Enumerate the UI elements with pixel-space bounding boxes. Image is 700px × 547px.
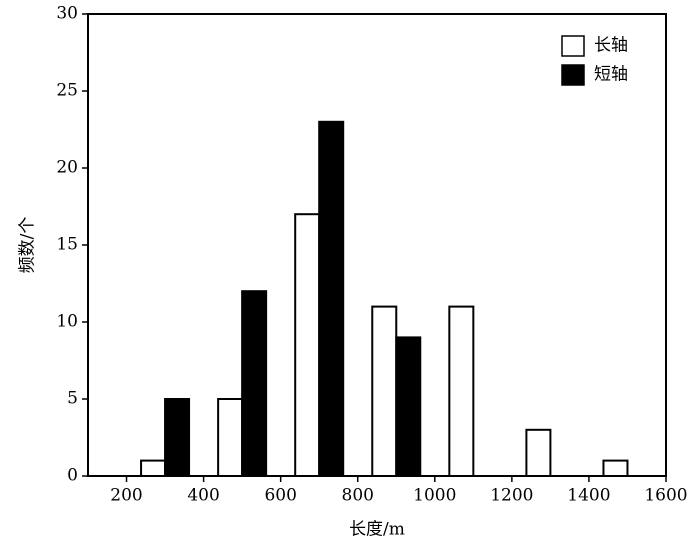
legend-swatch bbox=[561, 64, 585, 86]
legend-swatch bbox=[561, 35, 585, 57]
x-tick-label: 1400 bbox=[567, 486, 610, 506]
bar bbox=[395, 336, 422, 477]
y-axis-label: 频数/个 bbox=[18, 217, 38, 274]
y-tick-label: 0 bbox=[67, 466, 78, 486]
y-tick-label: 25 bbox=[56, 81, 78, 101]
x-tick-label: 1200 bbox=[490, 486, 533, 506]
y-tick-label: 15 bbox=[56, 235, 78, 255]
plot-frame bbox=[87, 13, 667, 477]
bar bbox=[318, 120, 345, 478]
y-tick-label: 10 bbox=[56, 312, 78, 332]
x-tick-label: 200 bbox=[110, 486, 142, 506]
x-tick-label: 1600 bbox=[644, 486, 687, 506]
x-tick-label: 400 bbox=[187, 486, 219, 506]
bar bbox=[525, 428, 552, 477]
bar bbox=[241, 290, 268, 478]
bar bbox=[371, 305, 398, 477]
bar bbox=[217, 398, 244, 477]
y-tick-label: 5 bbox=[67, 389, 78, 409]
legend-label: 长轴 bbox=[594, 36, 628, 56]
bar bbox=[164, 398, 191, 477]
x-tick-label: 1000 bbox=[413, 486, 456, 506]
y-tick-label: 20 bbox=[56, 158, 78, 178]
x-tick-label: 800 bbox=[342, 486, 374, 506]
bar bbox=[140, 459, 167, 478]
bar bbox=[448, 305, 475, 477]
x-axis-label: 长度/m bbox=[349, 520, 405, 540]
x-tick-label: 600 bbox=[264, 486, 296, 506]
legend-label: 短轴 bbox=[594, 65, 628, 85]
bar bbox=[602, 459, 629, 478]
bar bbox=[294, 213, 321, 477]
y-tick-label: 30 bbox=[56, 4, 78, 24]
